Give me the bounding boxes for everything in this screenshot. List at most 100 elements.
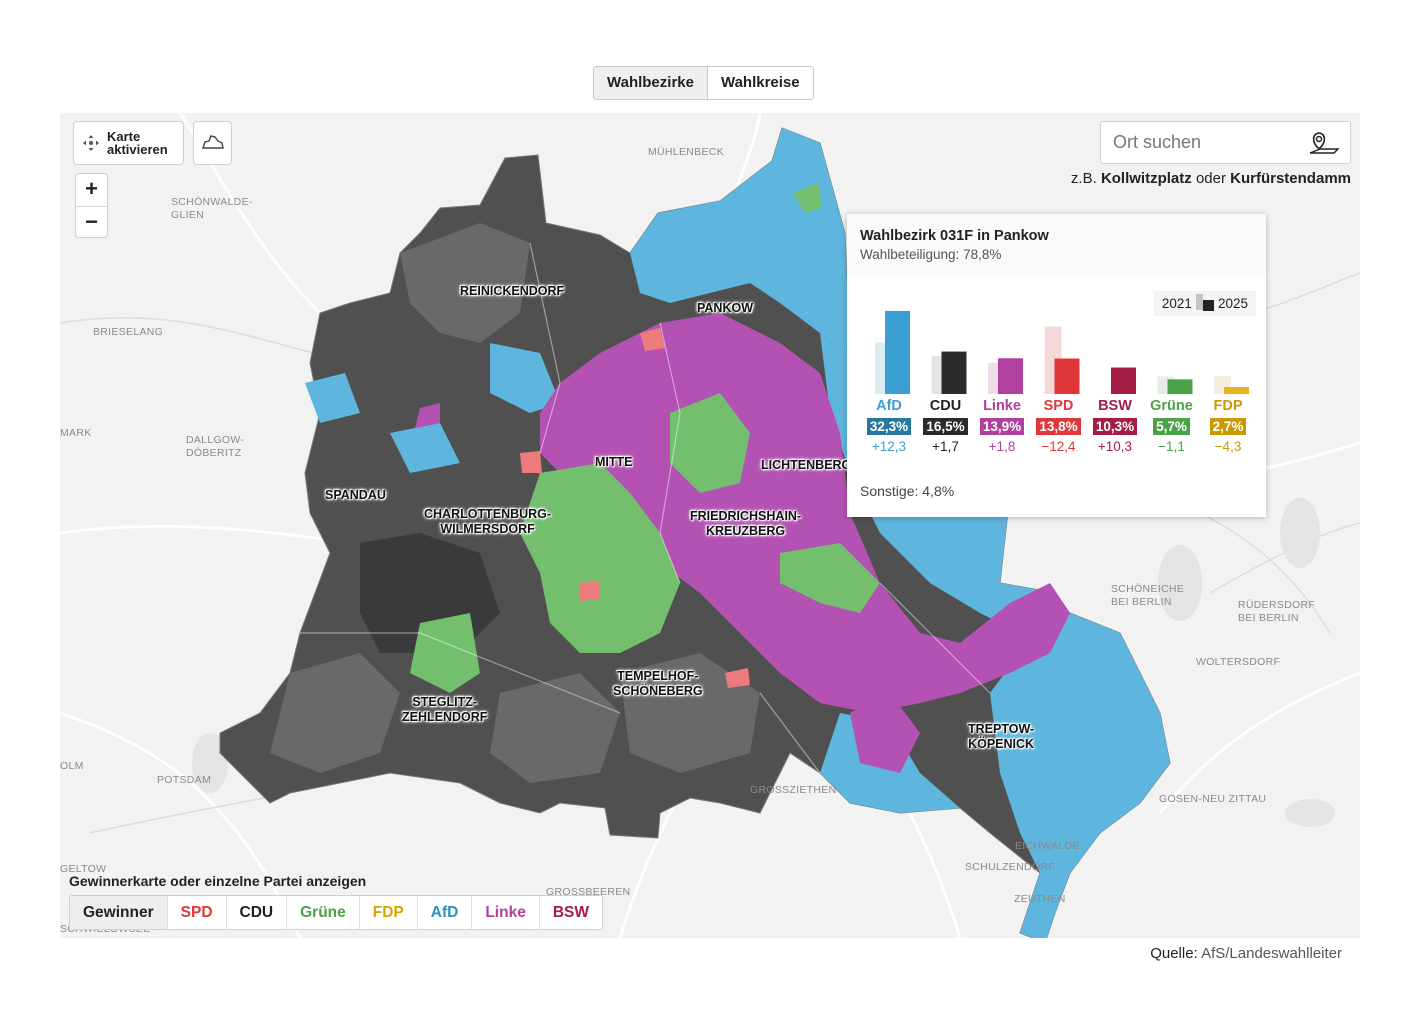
- party-filter-bsw[interactable]: BSW: [552, 904, 589, 921]
- hint-example-1[interactable]: Kollwitzplatz: [1100, 170, 1192, 187]
- location-search: [1100, 121, 1351, 164]
- hint-connector: oder: [1195, 170, 1226, 187]
- tooltip-turnout: Wahlbeteiligung: 78,8%: [860, 247, 1002, 262]
- tab-wahlkreise[interactable]: Wahlkreise: [707, 67, 813, 99]
- place-label: MARK: [60, 427, 92, 439]
- place-label: SCHÖNEICHE BEI BERLIN: [1111, 583, 1185, 608]
- legend-swatch-2021: [1195, 293, 1203, 310]
- party-change-label: −4,3: [1214, 439, 1242, 454]
- activate-map-button[interactable]: Karte aktivieren: [73, 121, 184, 165]
- party-filter-gewinner[interactable]: Gewinner: [70, 896, 168, 929]
- legend-2021: 2021: [1161, 296, 1192, 311]
- city-outline-icon: [201, 135, 224, 149]
- party-change-label: +12,3: [871, 439, 907, 454]
- party-filter-spd[interactable]: SPD: [168, 896, 227, 929]
- party-filter-fdp[interactable]: FDP: [360, 896, 418, 929]
- district-label: TREPTOW- KÖPENICK: [968, 722, 1035, 751]
- search-input[interactable]: [1101, 122, 1291, 163]
- city-outline-button[interactable]: [193, 121, 232, 165]
- district-tooltip: Wahlbezirk 031F in Pankow Wahlbeteiligun…: [847, 214, 1266, 517]
- party-name: FDP: [1213, 398, 1243, 414]
- party-share-label: 32,3%: [866, 418, 912, 435]
- party-share-label: 2,7%: [1209, 418, 1247, 435]
- place-label: ZEUTHEN: [1014, 893, 1066, 905]
- search-hint: z.B. Kollwitzplatz oder Kurfürstendamm: [1071, 170, 1351, 187]
- place-label: MÜHLENBECK: [648, 146, 724, 158]
- party-change-label: +1,8: [988, 439, 1016, 454]
- district-label: LICHTENBERG: [761, 458, 852, 472]
- district-label: CHARLOTTENBURG- WILMERSDORF: [424, 507, 552, 536]
- party-result-fdp: FDP 2,7% −4,3: [1200, 398, 1256, 456]
- place-label: OLM: [60, 760, 84, 772]
- bar-2025-spd: [1054, 358, 1080, 394]
- place-label: GELTOW: [60, 863, 107, 875]
- party-change-label: +10,3: [1097, 439, 1133, 454]
- place-label: RÜDERSDORF BEI BERLIN: [1238, 599, 1316, 624]
- source-value: AfS/Landeswahlleiter: [1201, 945, 1342, 962]
- hint-prefix: z.B.: [1070, 170, 1097, 187]
- tab-wahlbezirke[interactable]: Wahlbezirke: [594, 67, 708, 99]
- district-label: TEMPELHOF- SCHÖNEBERG: [613, 669, 703, 698]
- election-map[interactable]: Karte aktivieren + − z.B. Kollwitzplatz …: [60, 113, 1360, 938]
- move-icon: [83, 135, 99, 151]
- district-label: PANKOW: [697, 301, 754, 315]
- bar-2025-afd: [885, 310, 910, 394]
- party-filter-gruene[interactable]: Grüne: [287, 896, 360, 929]
- place-label: BRIESELANG: [93, 326, 164, 338]
- party-name: CDU: [929, 398, 962, 414]
- vote-share-bar-chart: [875, 310, 1249, 394]
- source-note: Quelle: AfS/Landeswahlleiter: [1150, 945, 1342, 962]
- party-share-label: 13,8%: [1036, 418, 1081, 435]
- place-label: GOSEN-NEU ZITTAU: [1159, 793, 1267, 805]
- party-result-cdu: CDU 16,5% +1,7: [918, 398, 974, 456]
- party-change-label: −12,4: [1041, 439, 1076, 454]
- activate-map-label: Karte aktivieren: [107, 129, 168, 157]
- party-share-label: 5,7%: [1153, 418, 1190, 435]
- party-name: Linke: [983, 398, 1021, 414]
- place-label: SCHÖNWALDE- GLIEN: [171, 196, 253, 221]
- party-filter-label: Gewinnerkarte oder einzelne Partei anzei…: [69, 873, 367, 889]
- party-name: Grüne: [1150, 398, 1193, 414]
- tooltip-others: Sonstige: 4,8%: [860, 483, 955, 499]
- location-search-icon[interactable]: [1308, 130, 1340, 156]
- party-filter-afd[interactable]: AfD: [418, 896, 473, 929]
- bar-2025-bsw: [1111, 367, 1136, 394]
- party-result-spd: SPD 13,8% −12,4: [1031, 398, 1087, 456]
- map-canvas: [60, 113, 1360, 938]
- party-result-linke: Linke 13,9% +1,8: [974, 398, 1030, 456]
- zoom-out-button[interactable]: −: [76, 206, 107, 238]
- district-label: REINICKENDORF: [460, 284, 565, 298]
- tooltip-title: Wahlbezirk 031F in Pankow: [860, 228, 1049, 244]
- party-filter: Gewinner SPD CDU Grüne FDP AfD Linke BSW: [69, 895, 603, 930]
- party-share-label: 13,9%: [979, 418, 1025, 435]
- party-name: SPD: [1043, 398, 1074, 414]
- party-name: AfD: [876, 398, 902, 414]
- legend-2025: 2025: [1217, 296, 1248, 311]
- party-change-label: −1,1: [1158, 439, 1185, 454]
- tooltip-header: Wahlbezirk 031F in Pankow Wahlbeteiligun…: [847, 214, 1266, 276]
- party-filter-linke[interactable]: Linke: [472, 896, 540, 929]
- place-label: EICHWALDE: [1015, 840, 1080, 852]
- party-result-grüne: Grüne 5,7% −1,1: [1144, 398, 1200, 456]
- party-filter-cdu[interactable]: CDU: [227, 896, 288, 929]
- place-label: GROSSZIETHEN: [750, 784, 837, 796]
- bar-2025-linke: [998, 358, 1023, 394]
- zoom-controls: + −: [75, 173, 108, 238]
- place-label: WOLTERSDORF: [1196, 656, 1281, 668]
- party-name: BSW: [1098, 398, 1132, 414]
- place-label: SCHULZENDORF: [965, 861, 1055, 873]
- bar-2025-grüne: [1167, 379, 1193, 394]
- hint-example-2[interactable]: Kurfürstendamm: [1230, 170, 1351, 187]
- district-label: SPANDAU: [325, 488, 386, 502]
- year-legend: 2021 2025: [1153, 291, 1256, 316]
- zoom-in-button[interactable]: +: [85, 176, 98, 201]
- legend-swatch-2025: [1202, 300, 1214, 311]
- party-change-label: +1,7: [932, 439, 959, 454]
- bar-2025-fdp: [1224, 387, 1249, 394]
- source-label: Quelle:: [1150, 945, 1198, 962]
- place-label: POTSDAM: [157, 774, 212, 786]
- district-label: MITTE: [595, 455, 633, 469]
- bar-2025-cdu: [941, 351, 967, 394]
- party-result-afd: AfD 32,3% +12,3: [861, 398, 917, 456]
- district-label: STEGLITZ- ZEHLENDORF: [402, 695, 488, 724]
